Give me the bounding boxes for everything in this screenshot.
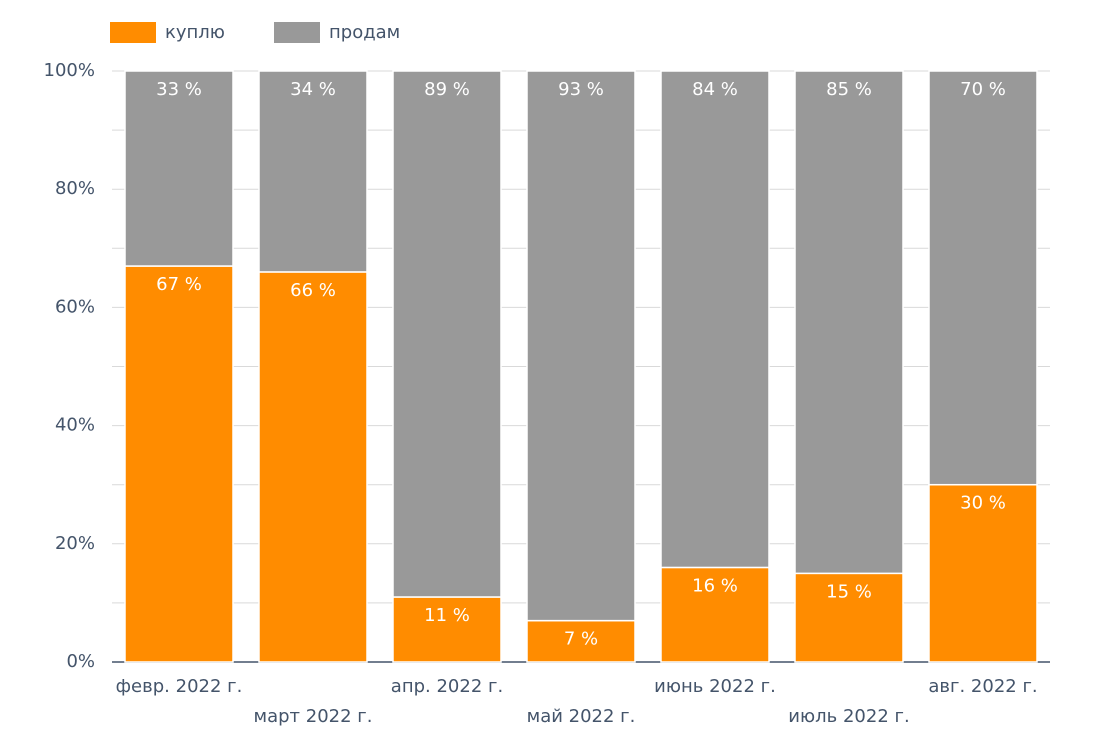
data-label: 66 % (290, 280, 336, 301)
bar-продам-1[interactable] (258, 70, 368, 273)
y-tick-label: 40% (55, 415, 95, 436)
legend: куплю продам (110, 22, 400, 43)
data-label: 11 % (424, 605, 470, 626)
bar-куплю-4[interactable] (660, 566, 770, 663)
x-tick-label: март 2022 г. (254, 706, 373, 727)
data-label: 89 % (424, 79, 470, 100)
y-tick-label: 0% (66, 651, 95, 672)
y-tick-label: 80% (55, 178, 95, 199)
y-tick-label: 60% (55, 296, 95, 317)
bar-куплю-0[interactable] (124, 265, 234, 663)
x-tick-label: июль 2022 г. (788, 706, 909, 727)
bar-куплю-1[interactable] (258, 271, 368, 663)
data-labels: 67 % 33 % 66 % 34 % 11 % 89 % 7 % 93 % 16 % 84 % 1… (156, 79, 1006, 650)
bar-продам-3[interactable] (526, 70, 636, 622)
bar-продам-6[interactable] (928, 70, 1038, 486)
data-label: 34 % (290, 79, 336, 100)
x-tick-label: авг. 2022 г. (928, 676, 1037, 697)
legend-swatch-продам (274, 22, 320, 43)
bar-продам-4[interactable] (660, 70, 770, 569)
data-label: 85 % (826, 79, 872, 100)
data-label: 30 % (960, 493, 1006, 514)
y-tick-label: 100% (44, 60, 95, 81)
y-tick-label: 20% (55, 533, 95, 554)
x-axis: февр. 2022 г. март 2022 г. апр. 2022 г. май… (116, 676, 1038, 727)
bar-куплю-6[interactable] (928, 483, 1038, 663)
legend-label: продам (329, 22, 400, 43)
data-label: 84 % (692, 79, 738, 100)
x-tick-label: апр. 2022 г. (391, 676, 503, 697)
data-label: 16 % (692, 575, 738, 596)
data-label: 93 % (558, 79, 604, 100)
x-tick-label: февр. 2022 г. (116, 676, 243, 697)
data-label: 33 % (156, 79, 202, 100)
data-label: 70 % (960, 79, 1006, 100)
legend-label: куплю (165, 22, 225, 43)
bar-куплю-2[interactable] (392, 596, 502, 663)
legend-swatch-куплю (110, 22, 156, 43)
x-tick-label: май 2022 г. (527, 706, 636, 727)
y-axis: 0% 20% 40% 60% 80% 100% (44, 60, 95, 672)
x-tick-label: июнь 2022 г. (654, 676, 776, 697)
bars (124, 70, 1038, 663)
bar-куплю-3[interactable] (526, 619, 636, 663)
bar-продам-5[interactable] (794, 70, 904, 575)
bar-продам-2[interactable] (392, 70, 502, 598)
bar-продам-0[interactable] (124, 70, 234, 267)
data-label: 15 % (826, 581, 872, 602)
bar-куплю-5[interactable] (794, 572, 904, 663)
data-label: 67 % (156, 274, 202, 295)
data-label: 7 % (564, 629, 598, 650)
